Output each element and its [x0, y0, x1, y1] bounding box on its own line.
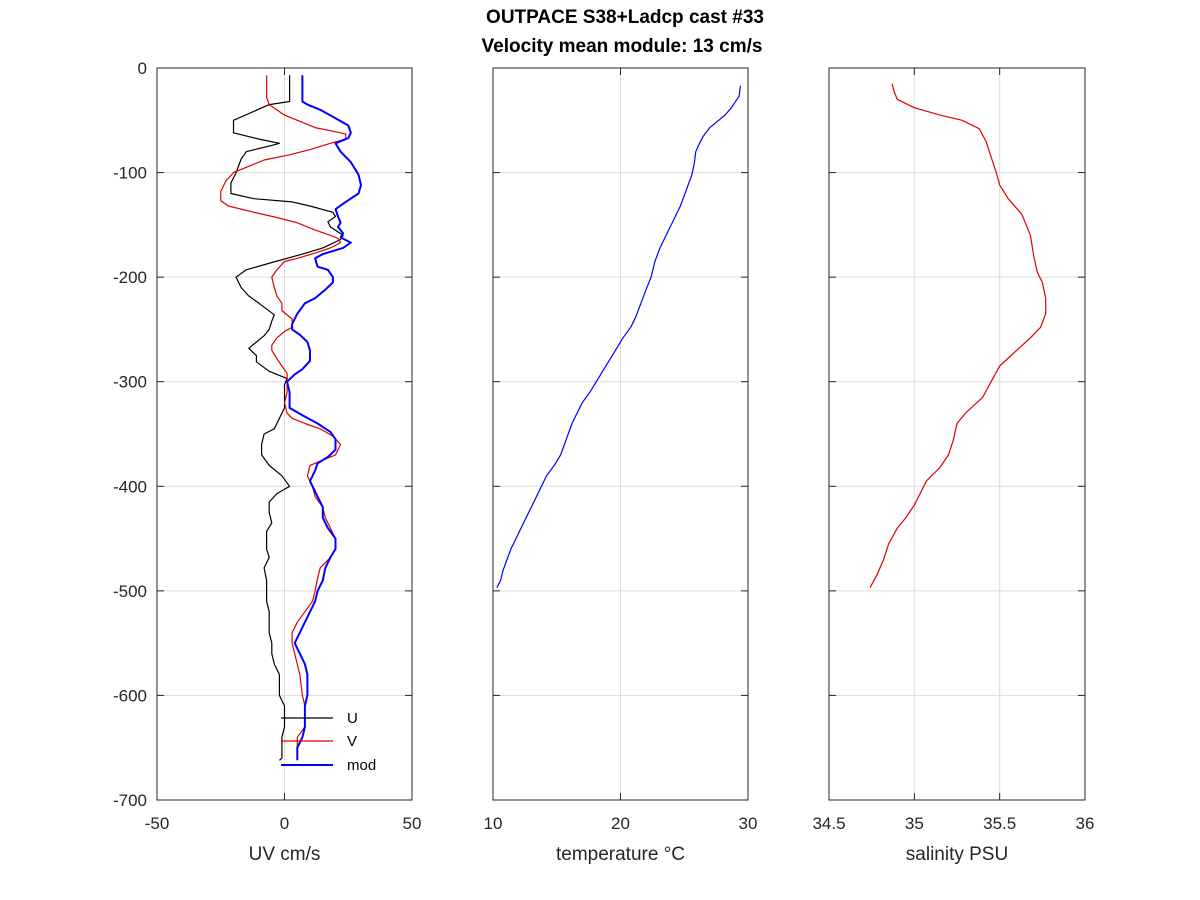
- panel-2: 10 20 30 temperature °C: [484, 67, 758, 865]
- y-tick-label: 0: [138, 59, 147, 78]
- x-tick-label: 50: [403, 814, 422, 833]
- series-line-2: [496, 85, 741, 588]
- series-line-mod: [286, 75, 362, 761]
- y-tick-label: -100: [113, 164, 147, 183]
- x-tick-label: 20: [611, 814, 630, 833]
- y-tick-label: -300: [113, 373, 147, 392]
- x-tick-label: 10: [484, 814, 503, 833]
- x-tick-label: -50: [145, 814, 170, 833]
- y-tick-label: -700: [113, 791, 147, 810]
- panel-3: 34.5 35 35.5 36 salinity PSU: [812, 67, 1095, 865]
- y-tick-label: -600: [113, 686, 147, 705]
- axes-frame: [828, 67, 1086, 801]
- x-tick-label: 35.5: [983, 814, 1016, 833]
- y-tick-label: -400: [113, 477, 147, 496]
- x-axis-label: temperature °C: [556, 844, 685, 865]
- figure-title-line2: Velocity mean module: 13 cm/s: [482, 36, 763, 57]
- x-tick-label: 35: [905, 814, 924, 833]
- x-tick-label: 34.5: [812, 814, 845, 833]
- legend-label-mod: mod: [347, 757, 376, 774]
- x-tick-label: 36: [1076, 814, 1095, 833]
- series-line-3: [869, 83, 1047, 588]
- x-axis-label: salinity PSU: [906, 844, 1008, 865]
- y-tick-label: -200: [113, 268, 147, 287]
- series-line-v: [220, 75, 347, 759]
- series-line-u: [230, 75, 344, 761]
- x-axis-label: UV cm/s: [249, 844, 321, 865]
- figure-title-line1: OUTPACE S38+Ladcp cast #33: [486, 7, 764, 28]
- x-tick-label: 30: [739, 814, 758, 833]
- legend-label-u: U: [347, 710, 358, 727]
- x-tick-label: 0: [280, 814, 289, 833]
- legend-label-v: V: [347, 733, 357, 750]
- y-tick-label: -500: [113, 582, 147, 601]
